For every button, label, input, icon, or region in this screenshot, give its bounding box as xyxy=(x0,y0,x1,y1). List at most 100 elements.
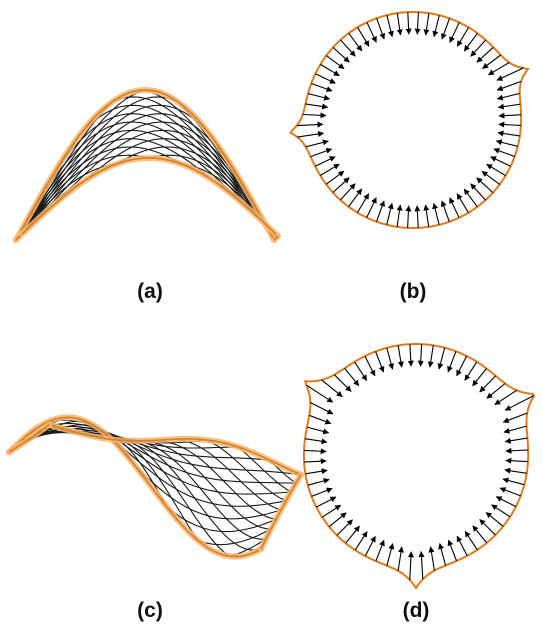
field-d-arrow xyxy=(505,457,529,464)
field-b-arrow xyxy=(340,39,356,57)
field-b-arrow xyxy=(463,32,478,52)
field-d-arrow xyxy=(502,412,528,424)
field-b-arrow xyxy=(311,82,333,92)
field-d-arrow xyxy=(428,546,435,571)
field-b-arrow xyxy=(497,103,521,110)
field-b-arrow xyxy=(456,27,470,47)
panel-b: (b) xyxy=(289,11,530,303)
field-d-arrow xyxy=(354,531,368,551)
field-d-arrow xyxy=(386,347,394,370)
field-b-arrow xyxy=(476,46,494,63)
field-d-arrow xyxy=(311,487,333,497)
panel-c: (c) xyxy=(6,414,304,622)
field-d-arrow xyxy=(316,496,337,508)
field-b-arrow xyxy=(496,80,522,92)
field-d-arrow xyxy=(472,368,487,387)
field-b-arrow xyxy=(498,112,522,119)
field-b-arrow xyxy=(414,12,421,35)
field-b-arrow xyxy=(339,183,356,201)
surface-a-ruling xyxy=(80,104,278,238)
field-b-arrow xyxy=(348,188,363,208)
field-d-arrow xyxy=(456,535,468,557)
surface-a-edge xyxy=(19,157,279,237)
surface-a-edge xyxy=(273,235,279,241)
surface-c-ruling xyxy=(206,439,287,502)
field-b-arrow xyxy=(315,73,336,84)
field-d-arrow xyxy=(447,351,457,373)
field-b-arrow xyxy=(470,39,487,57)
field-b-arrow xyxy=(463,188,478,208)
field-d-arrow xyxy=(305,468,328,475)
field-d-arrow xyxy=(386,543,395,566)
field-b-arrow xyxy=(456,193,469,213)
field-b-arrow xyxy=(496,67,524,81)
field-d-arrow xyxy=(479,519,496,536)
field-d-arrow xyxy=(504,437,528,444)
field-d-arrow xyxy=(502,477,525,486)
field-b-arrow xyxy=(493,148,515,158)
field-b-arrow xyxy=(305,139,329,148)
field-b-arrow xyxy=(386,202,394,225)
field-b-arrow xyxy=(476,177,494,194)
field-b-arrow xyxy=(482,54,502,69)
field-d-arrow xyxy=(464,361,478,381)
field-d-arrow xyxy=(485,512,504,527)
surface-a-edge xyxy=(15,89,275,241)
field-b-arrow xyxy=(441,18,451,40)
field-b-arrow xyxy=(481,170,501,185)
field-d-arrow xyxy=(503,425,527,434)
surface-c-ruling xyxy=(103,431,287,507)
surface-a-ruling xyxy=(15,121,279,241)
field-b-arrow xyxy=(396,13,403,36)
surface-c-edge xyxy=(260,474,302,550)
field-b-arrow xyxy=(423,204,430,227)
field-d-arrow xyxy=(504,467,527,474)
field-d-arrow xyxy=(499,487,521,497)
surface-a-ruling xyxy=(148,154,277,239)
surface-a-ruling xyxy=(112,96,277,238)
surface-c-edge-halo xyxy=(46,421,304,478)
surface-c-edge xyxy=(8,416,262,558)
field-b-arrow xyxy=(490,156,511,167)
field-b-arrow xyxy=(496,92,520,101)
field-b-arrow xyxy=(332,46,350,63)
field-d-arrow xyxy=(505,447,529,454)
field-b-arrow xyxy=(498,121,521,128)
vector-field-b xyxy=(296,12,524,228)
field-b-arrow xyxy=(302,112,327,119)
surface-c-ruling xyxy=(237,446,292,493)
field-b-arrow xyxy=(320,63,340,77)
field-d-arrow xyxy=(364,535,376,557)
field-b-arrow xyxy=(305,103,329,110)
field-d-arrow xyxy=(495,496,517,508)
field-d-arrow xyxy=(397,345,404,368)
field-d-arrow xyxy=(427,345,434,368)
field-d-arrow xyxy=(418,551,425,580)
surface-a-edge xyxy=(15,235,21,241)
panel-label-b: (b) xyxy=(400,280,427,303)
field-b-arrow xyxy=(396,204,403,227)
field-d-arrow xyxy=(417,344,424,367)
panel-label-d: (d) xyxy=(403,599,430,622)
field-b-arrow xyxy=(486,163,506,177)
field-b-arrow xyxy=(497,130,520,137)
boundary-curve-d xyxy=(302,343,535,590)
boundary-curve-b xyxy=(289,11,530,229)
field-d-arrow xyxy=(306,426,330,435)
surface-a-outline xyxy=(13,86,281,243)
field-b-arrow xyxy=(325,170,345,185)
field-d-arrow xyxy=(407,551,414,581)
field-b-arrow xyxy=(366,22,377,43)
field-d-arrow xyxy=(321,379,343,398)
field-b-arrow xyxy=(297,131,325,138)
panel-d: (d) xyxy=(302,343,535,622)
surface-a-mesh xyxy=(15,89,279,241)
field-b-arrow xyxy=(423,13,430,36)
field-b-arrow xyxy=(376,18,386,40)
field-d-arrow xyxy=(438,543,447,566)
surface-c-ruling xyxy=(166,506,277,533)
field-d-arrow xyxy=(486,383,506,399)
field-d-arrow xyxy=(491,504,511,518)
field-d-arrow xyxy=(345,525,360,544)
field-b-arrow xyxy=(366,197,377,218)
